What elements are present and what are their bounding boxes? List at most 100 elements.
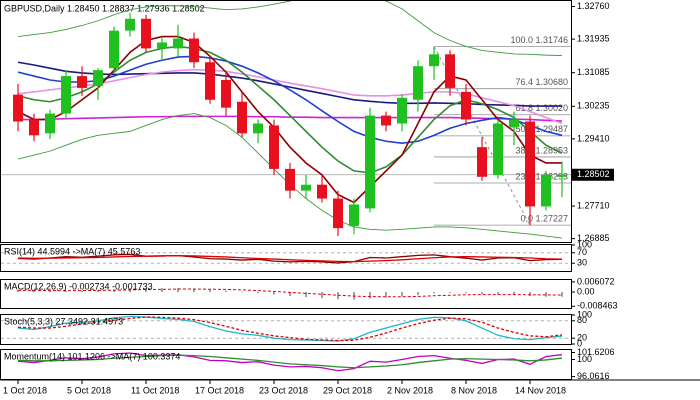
macd-histogram-bar <box>33 290 35 293</box>
macd-histogram-bar <box>321 292 323 299</box>
x-tick-label: 2 Nov 2018 <box>387 385 433 395</box>
fib-level-label: 61.8 1.30020 <box>515 103 568 113</box>
y-tick-label: 100 <box>577 309 592 319</box>
macd-histogram-bar <box>465 292 467 294</box>
x-tick-label: 5 Oct 2018 <box>67 385 111 395</box>
macd-histogram-bar <box>273 292 275 295</box>
candle-body <box>381 115 391 126</box>
candle-body <box>29 119 39 136</box>
moving-average-line <box>17 61 562 107</box>
candle-body <box>557 174 567 177</box>
x-tick-label: 1 Oct 2018 <box>3 385 47 395</box>
x-tick-label: 29 Oct 2018 <box>323 385 372 395</box>
y-tick-label: -0.008463 <box>577 301 618 311</box>
candle-body <box>301 184 311 191</box>
moving-average-line <box>18 115 563 122</box>
macd-signal-line <box>18 288 563 298</box>
y-tick-label: 1.30235 <box>577 101 610 111</box>
candle-body <box>397 97 407 124</box>
indicator-line <box>17 354 563 369</box>
macd-histogram-bar <box>529 292 531 297</box>
macd-histogram-bar <box>561 292 563 297</box>
candle-body <box>173 38 183 49</box>
macd-histogram-bar <box>305 292 307 298</box>
fib-level-label: 76.4 1.30680 <box>515 77 568 87</box>
macd-histogram-bar <box>545 292 547 297</box>
macd-histogram-bar <box>513 292 515 295</box>
macd-histogram-bar <box>433 292 435 294</box>
moving-average-line <box>17 68 563 125</box>
macd-histogram-bar <box>417 292 419 295</box>
macd-histogram-bar <box>481 292 483 295</box>
y-tick-label: 80 <box>577 315 587 325</box>
candle-body <box>93 70 103 86</box>
macd-histogram-bar <box>401 292 403 297</box>
y-tick-label: 1.31085 <box>577 67 610 77</box>
macd-histogram-bar <box>177 288 179 293</box>
macd-histogram-bar <box>145 288 147 293</box>
x-tick-label: 17 Oct 2018 <box>195 385 244 395</box>
y-tick-label: 0 <box>577 338 582 348</box>
macd-histogram-bar <box>49 291 51 293</box>
fib-level-label: 100.0 1.31746 <box>510 35 568 45</box>
y-tick-label: 100 <box>577 354 592 364</box>
x-tick-label: 23 Oct 2018 <box>259 385 308 395</box>
candle-body <box>461 91 471 120</box>
macd-histogram-bar <box>97 290 99 293</box>
indicator-title: RSI(14) 44.5994 ->MA(7) 45.5763 <box>4 246 140 256</box>
y-tick-label: 30 <box>577 258 587 268</box>
candle-body <box>541 174 551 207</box>
last-price-box <box>572 168 614 181</box>
macd-histogram-bar <box>65 290 67 293</box>
indicator-title: Momentum(14) 101.1206 ->MA(7) 100.3374 <box>4 351 180 361</box>
y-tick-label: 96.0616 <box>577 371 610 381</box>
candle-body <box>429 54 439 67</box>
candle-body <box>13 94 23 122</box>
stoch-panel-frame <box>0 314 572 345</box>
macd-histogram-bar <box>289 292 291 297</box>
fib-diagonal <box>433 46 531 226</box>
moving-average-line <box>17 35 562 204</box>
candle-body <box>157 42 167 49</box>
y-tick-label: 1.26885 <box>577 233 610 243</box>
macd-histogram-bar <box>113 289 115 293</box>
x-tick-label: 8 Nov 2018 <box>451 385 497 395</box>
candle-body <box>285 168 295 191</box>
macd-histogram-bar <box>369 292 371 299</box>
candle-body <box>61 76 71 114</box>
macd-histogram-bar <box>193 288 195 293</box>
x-tick-label: 11 Oct 2018 <box>131 385 179 395</box>
macd-histogram-bar <box>225 290 227 293</box>
candle-body <box>493 123 503 175</box>
indicator-line <box>17 352 563 372</box>
indicator-title: Stoch(5,3,3) 27.3492 31.4973 <box>4 316 123 326</box>
candle-body <box>45 113 55 134</box>
y-tick-label: 20 <box>577 333 587 343</box>
indicator-line <box>17 253 563 264</box>
macd-histogram-bar <box>161 288 163 293</box>
y-tick-label: 0.006072 <box>577 276 615 286</box>
price-panel-frame <box>0 0 572 243</box>
candle-body <box>333 198 343 229</box>
candle-body <box>477 147 487 177</box>
macd-panel-frame <box>0 279 572 309</box>
macd-histogram-bar <box>497 292 499 295</box>
x-tick-label: 14 Nov 2018 <box>515 385 566 395</box>
y-tick-label: 1.31935 <box>577 34 610 44</box>
candle-body <box>365 115 375 209</box>
candle-body <box>349 204 359 227</box>
candle-body <box>413 66 423 100</box>
indicator-line <box>17 315 563 342</box>
fib-level-label: 38.2 1.28953 <box>515 145 568 155</box>
y-tick-label: 1.32760 <box>577 1 610 11</box>
macd-histogram-bar <box>449 292 451 293</box>
indicator-title: MACD(12,26,9) -0.002734 -0.001733 <box>4 281 153 291</box>
fib-level-label: 0.0 1.27227 <box>520 214 568 224</box>
y-tick-label: 1.27710 <box>577 200 610 210</box>
macd-histogram-bar <box>81 290 83 293</box>
candle-body <box>253 123 263 134</box>
rsi-panel-frame <box>0 244 572 272</box>
chart-title: GBPUSD,Daily 1.28450 1.28837 1.27936 1.2… <box>4 3 205 13</box>
candle-body <box>509 119 519 128</box>
